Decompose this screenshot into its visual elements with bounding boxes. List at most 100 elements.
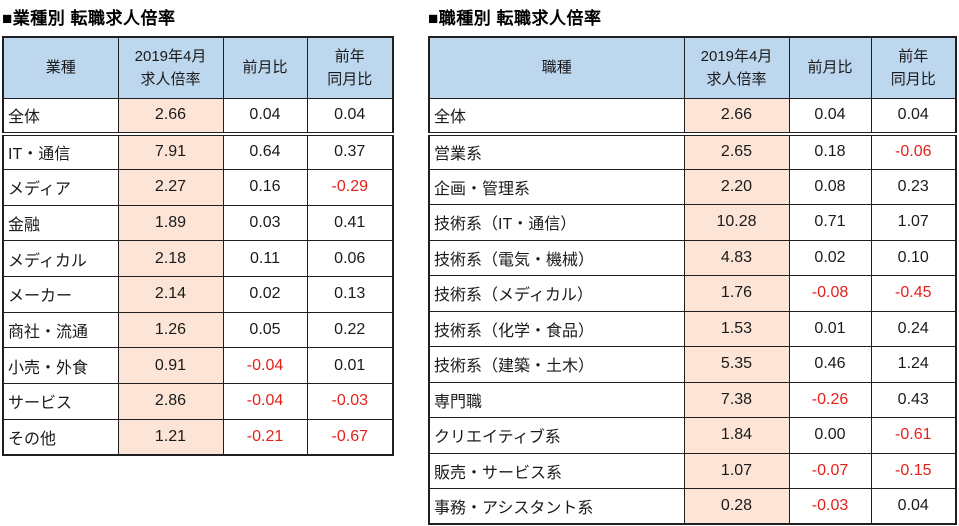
yoy-value-cell: 0.43 bbox=[870, 381, 957, 418]
table-row: メディカル 2.18 0.11 0.06 bbox=[2, 240, 394, 277]
table-row: 商社・流通 1.26 0.05 0.22 bbox=[2, 311, 394, 349]
mom-value-cell: 0.71 bbox=[788, 204, 872, 241]
ratio-value-cell: 1.53 bbox=[683, 310, 790, 347]
mom-value-cell: 0.08 bbox=[788, 168, 872, 205]
yoy-value-cell: 1.07 bbox=[870, 204, 957, 241]
yoy-value-cell: 0.22 bbox=[306, 311, 394, 349]
ratio-value-cell: 0.91 bbox=[117, 347, 224, 384]
ratio-value-cell: 1.07 bbox=[683, 452, 790, 489]
table-row: 技術系（メディカル） 1.76 -0.08 -0.45 bbox=[428, 275, 957, 312]
mom-value-cell: 0.11 bbox=[222, 240, 308, 277]
industry-ratio-column-header: 2019年4月 求人倍率 bbox=[117, 36, 224, 99]
ratio-value-cell: 2.66 bbox=[683, 97, 790, 136]
yoy-value-cell: -0.61 bbox=[870, 417, 957, 454]
table-row: クリエイティブ系 1.84 0.00 -0.61 bbox=[428, 417, 957, 454]
row-label-cell: 営業系 bbox=[428, 133, 685, 170]
ratio-value-cell: 2.27 bbox=[117, 168, 224, 206]
mom-value-cell: 0.04 bbox=[788, 97, 872, 136]
ratio-value-cell: 2.14 bbox=[117, 275, 224, 313]
mom-value-cell: 0.02 bbox=[788, 239, 872, 276]
mom-value-cell: -0.21 bbox=[222, 418, 308, 456]
row-label-cell: 商社・流通 bbox=[2, 311, 119, 349]
row-label-cell: メディカル bbox=[2, 240, 119, 277]
industry-yoy-column-header: 前年 同月比 bbox=[306, 36, 394, 99]
mom-value-cell: 0.03 bbox=[222, 204, 308, 242]
table-row: 販売・サービス系 1.07 -0.07 -0.15 bbox=[428, 452, 957, 489]
mom-value-cell: 0.64 bbox=[222, 133, 308, 170]
ratio-value-cell: 5.35 bbox=[683, 346, 790, 383]
occupation-table-title: ■職種別 転職求人倍率 bbox=[428, 9, 602, 28]
table-row: サービス 2.86 -0.04 -0.03 bbox=[2, 383, 394, 420]
mom-value-cell: 0.00 bbox=[788, 417, 872, 454]
mom-value-cell: 0.01 bbox=[788, 310, 872, 347]
row-label-cell: 技術系（化学・食品） bbox=[428, 310, 685, 347]
table-row: 企画・管理系 2.20 0.08 0.23 bbox=[428, 168, 957, 205]
table-row: 技術系（IT・通信） 10.28 0.71 1.07 bbox=[428, 204, 957, 241]
industry-table: 業種 2019年4月 求人倍率 前月比 前年 同月比 全体 2.66 0.04 0.0… bbox=[2, 36, 394, 456]
mom-value-cell: 0.18 bbox=[788, 133, 872, 170]
table-row: メディア 2.27 0.16 -0.29 bbox=[2, 168, 394, 206]
row-label-cell: 専門職 bbox=[428, 381, 685, 418]
yoy-value-cell: 0.04 bbox=[870, 488, 957, 525]
row-label-cell: 技術系（建築・土木） bbox=[428, 346, 685, 383]
ratio-value-cell: 1.76 bbox=[683, 275, 790, 312]
row-label-cell: 事務・アシスタント系 bbox=[428, 488, 685, 525]
table-row: 技術系（電気・機械） 4.83 0.02 0.10 bbox=[428, 239, 957, 276]
industry-table-title: ■業種別 転職求人倍率 bbox=[2, 9, 176, 28]
table-row: 技術系（建築・土木） 5.35 0.46 1.24 bbox=[428, 346, 957, 383]
industry-table-body: 全体 2.66 0.04 0.04 IT・通信 7.91 0.64 0.37 メディア 2.27 0… bbox=[2, 97, 394, 456]
row-label-cell: 全体 bbox=[428, 97, 685, 136]
industry-mom-column-header: 前月比 bbox=[222, 36, 308, 99]
yoy-value-cell: 0.01 bbox=[306, 347, 394, 384]
ratio-value-cell: 4.83 bbox=[683, 239, 790, 276]
ratio-value-cell: 2.20 bbox=[683, 168, 790, 205]
industry-category-column-header: 業種 bbox=[2, 36, 119, 99]
row-label-cell: メーカー bbox=[2, 275, 119, 313]
yoy-value-cell: 0.24 bbox=[870, 310, 957, 347]
occupation-category-column-header: 職種 bbox=[428, 36, 685, 99]
row-label-cell: クリエイティブ系 bbox=[428, 417, 685, 454]
yoy-value-cell: -0.45 bbox=[870, 275, 957, 312]
yoy-value-cell: 0.06 bbox=[306, 240, 394, 277]
ratio-value-cell: 2.66 bbox=[117, 97, 224, 136]
yoy-value-cell: -0.06 bbox=[870, 133, 957, 170]
row-label-cell: 技術系（電気・機械） bbox=[428, 239, 685, 276]
ratio-value-cell: 0.28 bbox=[683, 488, 790, 525]
occupation-yoy-column-header: 前年 同月比 bbox=[870, 36, 957, 99]
ratio-value-cell: 2.86 bbox=[117, 383, 224, 420]
table-row: 技術系（化学・食品） 1.53 0.01 0.24 bbox=[428, 310, 957, 347]
mom-value-cell: -0.26 bbox=[788, 381, 872, 418]
yoy-value-cell: -0.15 bbox=[870, 452, 957, 489]
row-label-cell: 全体 bbox=[2, 97, 119, 136]
table-row: 営業系 2.65 0.18 -0.06 bbox=[428, 133, 957, 170]
mom-value-cell: -0.04 bbox=[222, 383, 308, 420]
mom-value-cell: 0.16 bbox=[222, 168, 308, 206]
yoy-value-cell: -0.29 bbox=[306, 168, 394, 206]
mom-value-cell: 0.02 bbox=[222, 275, 308, 313]
mom-value-cell: -0.07 bbox=[788, 452, 872, 489]
row-label-cell: 企画・管理系 bbox=[428, 168, 685, 205]
occupation-ratio-column-header: 2019年4月 求人倍率 bbox=[683, 36, 790, 99]
occupation-mom-column-header: 前月比 bbox=[788, 36, 872, 99]
occupation-table-section: ■職種別 転職求人倍率 職種 2019年4月 求人倍率 前月比 前年 同月比 全… bbox=[428, 4, 957, 525]
row-label-cell: その他 bbox=[2, 418, 119, 456]
yoy-value-cell: 0.04 bbox=[306, 97, 394, 136]
row-label-cell: IT・通信 bbox=[2, 133, 119, 170]
yoy-value-cell: 0.41 bbox=[306, 204, 394, 242]
table-row: 事務・アシスタント系 0.28 -0.03 0.04 bbox=[428, 488, 957, 525]
table-row: メーカー 2.14 0.02 0.13 bbox=[2, 275, 394, 313]
mom-value-cell: 0.05 bbox=[222, 311, 308, 349]
table-row: 金融 1.89 0.03 0.41 bbox=[2, 204, 394, 242]
table-row: 小売・外食 0.91 -0.04 0.01 bbox=[2, 347, 394, 384]
ratio-value-cell: 10.28 bbox=[683, 204, 790, 241]
yoy-value-cell: 0.04 bbox=[870, 97, 957, 136]
yoy-value-cell: 0.23 bbox=[870, 168, 957, 205]
mom-value-cell: -0.03 bbox=[788, 488, 872, 525]
table-row: 全体 2.66 0.04 0.04 bbox=[2, 97, 394, 136]
occupation-table: 職種 2019年4月 求人倍率 前月比 前年 同月比 全体 2.66 0.04 0.0… bbox=[428, 36, 957, 525]
occupation-header-row: 職種 2019年4月 求人倍率 前月比 前年 同月比 bbox=[428, 36, 957, 99]
yoy-value-cell: 0.13 bbox=[306, 275, 394, 313]
occupation-table-body: 全体 2.66 0.04 0.04 営業系 2.65 0.18 -0.06 企画・管理系 2.20… bbox=[428, 97, 957, 525]
mom-value-cell: 0.04 bbox=[222, 97, 308, 136]
